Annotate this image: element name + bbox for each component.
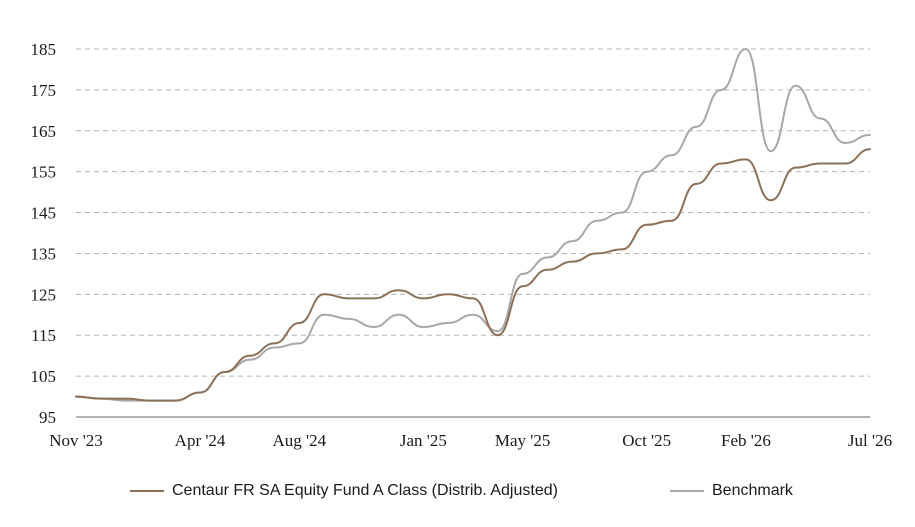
y-tick-label: 105 [31, 367, 57, 386]
y-tick-label: 95 [39, 408, 56, 427]
legend-swatch-fund [130, 490, 164, 492]
series-lines [75, 48, 871, 402]
series-line-fund [75, 148, 871, 402]
y-axis-ticks: 95 105 115 125 135 145 155 165 175 185 [31, 40, 57, 427]
y-tick-label: 135 [31, 244, 57, 263]
y-tick-label: 155 [31, 163, 57, 182]
legend-label-benchmark: Benchmark [712, 482, 793, 499]
legend-swatch-benchmark [670, 490, 704, 492]
x-axis-ticks: Nov '23 Apr '24 Aug '24 Jan '25 May '25 Oct '… [49, 431, 892, 450]
y-tick-label: 145 [31, 204, 57, 223]
legend-item-fund[interactable]: Centaur FR SA Equity Fund A Class (Distr… [130, 482, 558, 500]
y-tick-label: 175 [31, 81, 57, 100]
series-line-benchmark [75, 48, 871, 402]
x-tick-label: Oct '25 [622, 431, 671, 450]
grid-lines [76, 48, 870, 377]
x-tick-label: Feb '26 [721, 431, 771, 450]
x-tick-label: Jul '26 [848, 431, 892, 450]
x-tick-label: May '25 [495, 431, 550, 450]
y-tick-label: 125 [31, 285, 57, 304]
y-tick-label: 165 [31, 122, 57, 141]
x-tick-label: Apr '24 [175, 431, 226, 450]
y-tick-label: 185 [31, 40, 57, 59]
x-tick-label: Nov '23 [49, 431, 103, 450]
legend: Centaur FR SA Equity Fund A Class (Distr… [0, 482, 915, 510]
x-tick-label: Aug '24 [273, 431, 327, 450]
y-tick-label: 115 [31, 326, 56, 345]
legend-item-benchmark[interactable]: Benchmark [670, 482, 793, 500]
legend-label-fund: Centaur FR SA Equity Fund A Class (Distr… [172, 482, 558, 499]
x-tick-label: Jan '25 [400, 431, 447, 450]
